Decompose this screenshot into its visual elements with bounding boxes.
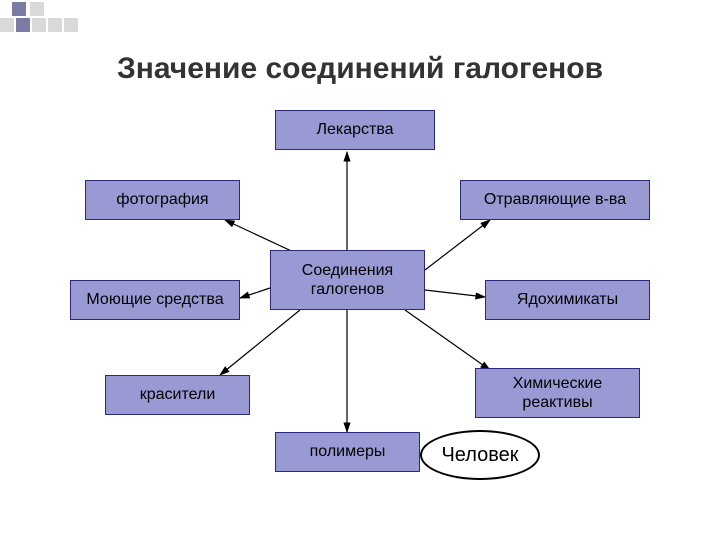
node-polymers: полимеры [275, 432, 420, 472]
center-node: Соединения галогенов [270, 250, 425, 310]
node-reagents: Химические реактивы [475, 368, 640, 418]
node-dyes: красители [105, 375, 250, 415]
node-detergents: Моющие средства [70, 280, 240, 320]
node-poison: Отравляющие в-ва [460, 180, 650, 220]
node-photo: фотография [85, 180, 240, 220]
node-medicines: Лекарства [275, 110, 435, 150]
diagram-canvas: Соединения галогенов Лекарства фотография М… [0, 0, 720, 540]
ellipse-human: Человек [420, 430, 540, 480]
node-pesticides: Ядохимикаты [485, 280, 650, 320]
